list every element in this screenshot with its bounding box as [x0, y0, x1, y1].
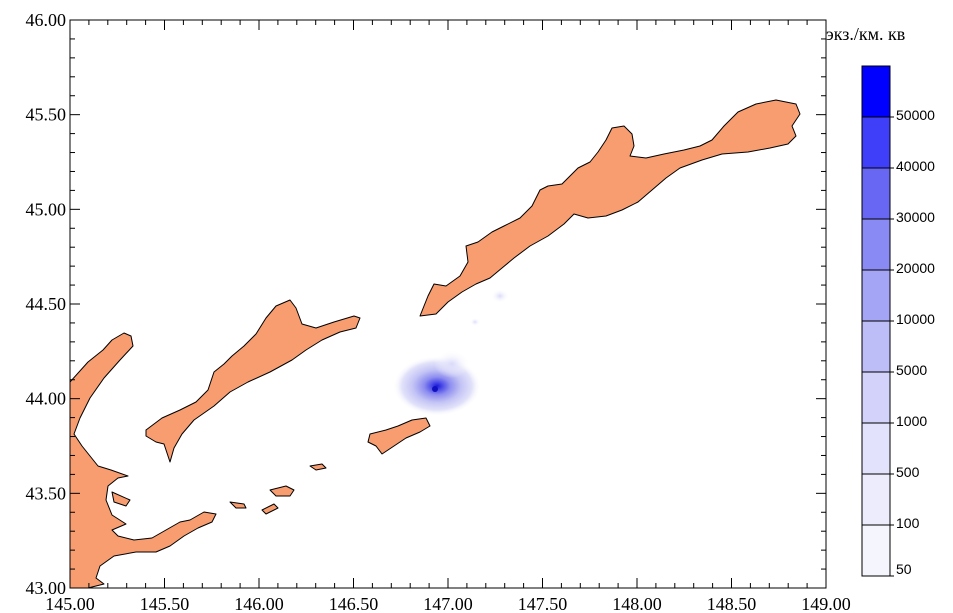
x-tick-label: 147.00	[423, 594, 473, 613]
legend-title: экз./км. кв	[826, 24, 905, 44]
legend-level-label: 30000	[896, 209, 935, 225]
plot-frame	[70, 20, 826, 588]
legend-colorbar: 50000 40000 30000 20000 10000 5000 1000 500 100 5…	[862, 66, 935, 577]
legend-level-label: 40000	[896, 158, 935, 174]
legend-level-label: 10000	[896, 311, 935, 327]
legend-level-label: 20000	[896, 260, 935, 276]
legend-swatch	[862, 66, 890, 117]
x-tick-label: 148.00	[612, 594, 662, 613]
legend-swatch	[862, 219, 890, 270]
y-tick-label: 43.50	[26, 483, 67, 503]
y-tick-label: 44.50	[26, 294, 67, 314]
y-tick-label: 46.00	[26, 10, 67, 30]
legend-swatch	[862, 270, 890, 321]
y-tick-label: 45.50	[26, 105, 67, 125]
x-tick-label: 146.50	[329, 594, 379, 613]
legend-level-label: 5000	[896, 362, 927, 378]
y-tick-label: 44.00	[26, 389, 67, 409]
legend-level-label: 50000	[896, 107, 935, 123]
x-tick-label: 145.50	[140, 594, 190, 613]
legend-swatch	[862, 423, 890, 474]
legend-swatch	[862, 321, 890, 372]
legend-level-label: 50	[896, 561, 912, 577]
legend-swatch	[862, 168, 890, 219]
y-tick-label: 43.00	[26, 578, 67, 598]
x-tick-label: 149.00	[801, 594, 851, 613]
legend-level-label: 1000	[896, 413, 927, 429]
legend-swatch	[862, 117, 890, 168]
x-tick-label: 147.50	[518, 594, 568, 613]
x-tick-label: 146.00	[234, 594, 284, 613]
legend-level-label: 500	[896, 464, 920, 480]
x-tick-label: 148.50	[707, 594, 757, 613]
y-tick-label: 45.00	[26, 199, 67, 219]
legend-swatch	[862, 525, 890, 576]
legend-swatch	[862, 474, 890, 525]
legend-level-label: 100	[896, 515, 920, 531]
legend-swatch	[862, 372, 890, 423]
